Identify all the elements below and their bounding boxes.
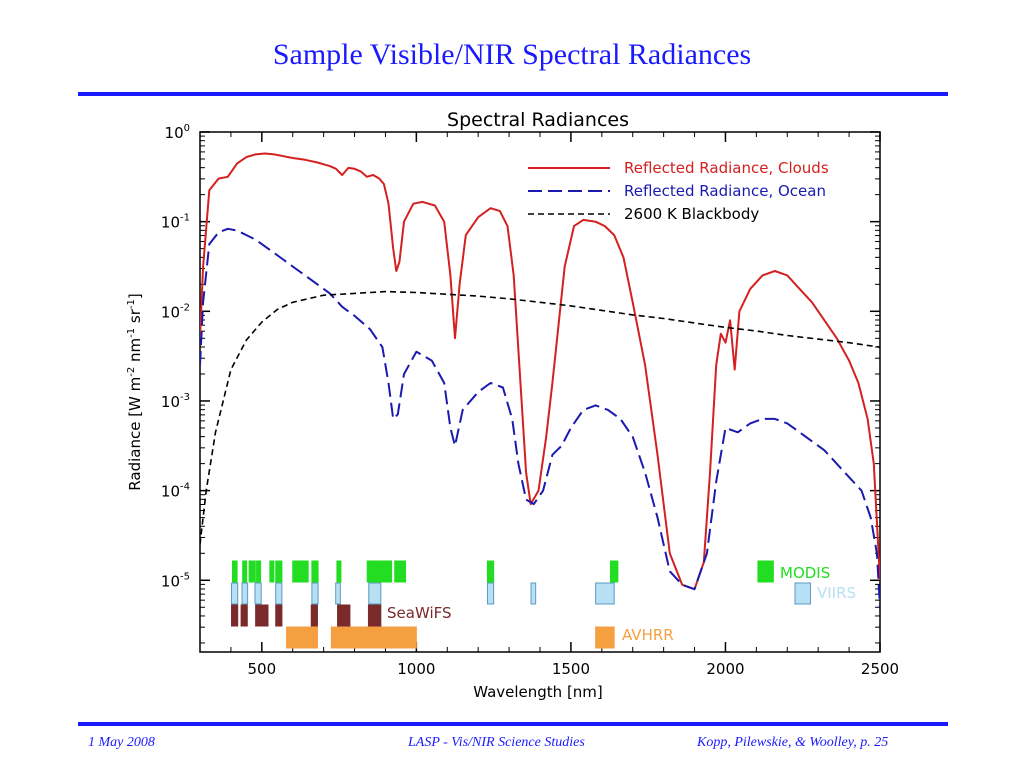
seawifs-band <box>337 604 351 627</box>
ocean-radiance-line <box>200 227 880 608</box>
seawifs-band <box>231 604 239 627</box>
seawifs-band <box>367 604 382 627</box>
y-tick-exponent: 0 <box>184 123 190 134</box>
legend-label: Reflected Radiance, Clouds <box>624 159 829 177</box>
viirs-band <box>794 582 811 605</box>
blackbody-line <box>200 290 880 545</box>
footer-rule <box>78 722 948 726</box>
modis-band <box>242 560 248 583</box>
y-axis-label: Radiance [W m-2 nm-1 sr-1] <box>126 293 144 490</box>
band-label-modis: MODIS <box>780 564 830 582</box>
seawifs-band <box>255 604 263 627</box>
viirs-band <box>530 582 537 605</box>
y-tick-base: 10 <box>165 124 184 142</box>
y-tick-base: 10 <box>161 393 180 411</box>
y-tick-base: 10 <box>161 303 180 321</box>
y-axis-label-exp-3: -1 <box>126 299 137 309</box>
plot-area: 500 1000 1500 2000 250010010-110-210-310-410… <box>161 123 899 678</box>
modis-band <box>366 560 379 583</box>
band-label-avhrr: AVHRR <box>622 626 674 644</box>
viirs-band <box>335 582 341 605</box>
modis-band <box>311 560 319 583</box>
y-axis-label-sr: sr <box>126 308 144 328</box>
legend-label: Reflected Radiance, Ocean <box>624 182 826 200</box>
title-rule <box>78 92 948 96</box>
viirs-band <box>231 582 239 605</box>
avhrr-band <box>286 626 318 649</box>
viirs-band <box>275 582 283 605</box>
y-axis-label-nm: nm <box>126 338 144 367</box>
modis-band <box>757 560 774 583</box>
viirs-band <box>486 582 495 605</box>
y-tick-label: 100 <box>165 123 190 142</box>
modis-band <box>377 560 393 583</box>
modis-band <box>275 560 283 583</box>
modis-band <box>231 560 238 583</box>
y-tick-label: 10-1 <box>161 213 190 232</box>
band-label-seawifs: SeaWiFS <box>387 604 452 622</box>
footer-course: LASP - Vis/NIR Science Studies <box>408 735 585 750</box>
y-axis-label-exp-2: -1 <box>126 328 137 338</box>
modis-band <box>609 560 619 583</box>
avhrr-band <box>330 626 417 649</box>
chart-title: Spectral Radiances <box>447 109 629 131</box>
viirs-band <box>311 582 319 605</box>
viirs-band <box>368 582 382 605</box>
avhrr-band <box>595 626 615 649</box>
seawifs-band <box>261 604 269 627</box>
y-axis-label-main: Radiance [W m <box>126 377 144 491</box>
x-tick-label: 1500 <box>552 660 590 678</box>
seawifs-band <box>240 604 248 627</box>
clouds-radiance-line <box>200 152 880 591</box>
y-tick-exponent: -5 <box>180 571 190 582</box>
footer-authors: Kopp, Pilewskie, & Woolley, p. 25 <box>697 735 889 750</box>
x-tick-label: 2000 <box>706 660 744 678</box>
slide-title: Sample Visible/NIR Spectral Radiances <box>272 38 752 71</box>
y-axis-label-exp-1: -2 <box>126 367 137 377</box>
y-tick-label: 10-4 <box>161 482 190 501</box>
footer-date: 1 May 2008 <box>88 735 155 750</box>
y-axis-label-close: ] <box>126 293 144 299</box>
x-axis-label: Wavelength [nm] <box>473 683 603 701</box>
seawifs-band <box>275 604 283 627</box>
legend-label: 2600 K Blackbody <box>624 205 759 223</box>
modis-band <box>292 560 309 583</box>
x-tick-label: 2500 <box>861 660 899 678</box>
y-tick-base: 10 <box>161 572 180 590</box>
band-label-viirs: VIIRS <box>817 584 856 602</box>
x-tick-label: 500 <box>247 660 276 678</box>
modis-band <box>248 560 256 583</box>
y-tick-exponent: -3 <box>180 392 190 403</box>
viirs-band <box>241 582 249 605</box>
viirs-band <box>595 582 615 605</box>
y-tick-exponent: -4 <box>180 482 190 493</box>
modis-band <box>336 560 342 583</box>
viirs-band <box>254 582 262 605</box>
modis-band <box>269 560 275 583</box>
seawifs-band <box>310 604 318 627</box>
modis-band <box>394 560 407 583</box>
y-tick-label: 10-2 <box>161 302 190 321</box>
y-tick-base: 10 <box>161 214 180 232</box>
y-tick-label: 10-5 <box>161 571 190 590</box>
x-tick-label: 1000 <box>397 660 435 678</box>
modis-band <box>256 560 262 583</box>
y-tick-base: 10 <box>161 483 180 501</box>
y-tick-exponent: -1 <box>180 213 190 224</box>
modis-band <box>486 560 495 583</box>
y-tick-label: 10-3 <box>161 392 190 411</box>
y-tick-exponent: -2 <box>180 302 190 313</box>
